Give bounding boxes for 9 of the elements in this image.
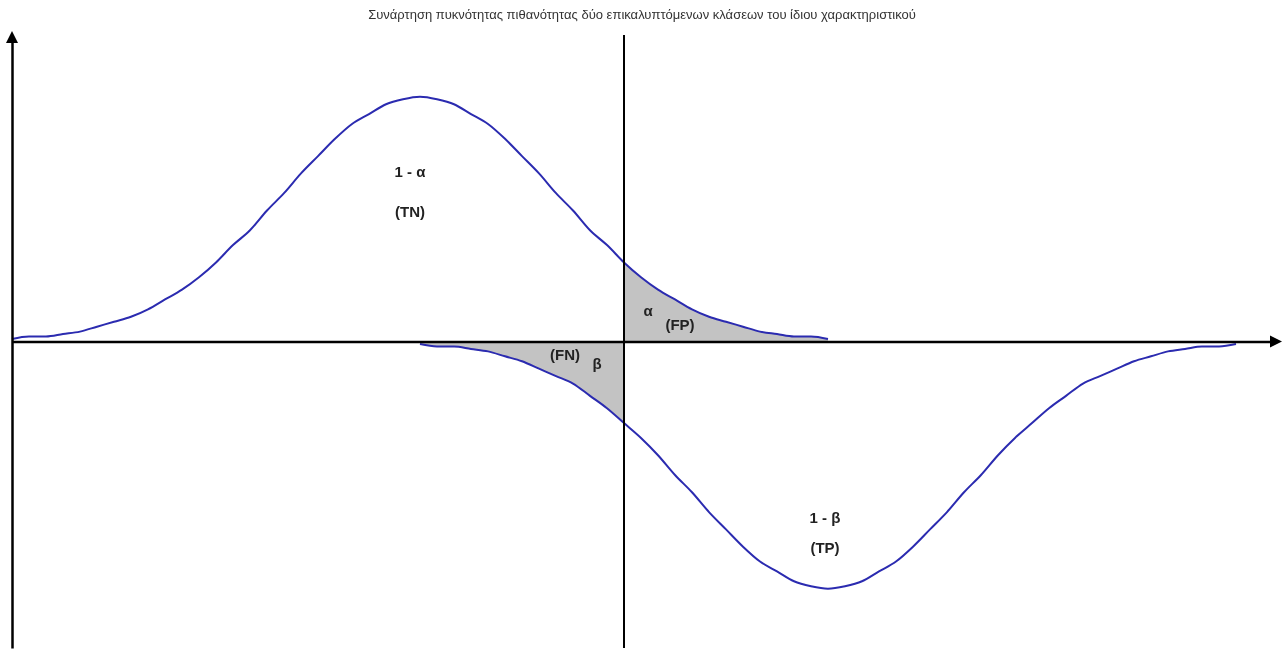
annotation: (FP): [665, 316, 695, 334]
chart-title: Συνάρτηση πυκνότητας πιθανότητας δύο επικαλυπτόμενων κλάσεων του ίδιου χαρακτηριστικού: [368, 7, 916, 22]
annotation: α: [643, 302, 654, 320]
annotation: (TN): [395, 203, 425, 221]
annotation: 1 - β: [809, 509, 841, 527]
annotation: 1 - α: [394, 163, 427, 181]
annotation: (FN): [550, 346, 580, 364]
annotation: β: [592, 355, 602, 373]
annotation: (TP): [810, 539, 840, 557]
